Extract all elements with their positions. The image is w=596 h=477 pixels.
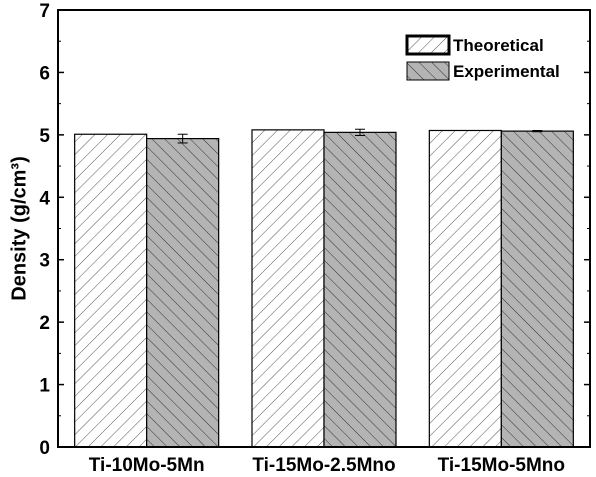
x-category-label: Ti-15Mo-2.5Mno bbox=[252, 455, 395, 476]
x-category-label: Ti-10Mo-5Mn bbox=[89, 455, 205, 476]
y-tick-label: 4 bbox=[39, 188, 50, 209]
y-tick-label: 5 bbox=[39, 126, 50, 147]
bar-experimental bbox=[146, 138, 220, 448]
y-axis-title: Density (g/cm³) bbox=[8, 156, 30, 300]
bar-theoretical bbox=[251, 129, 325, 448]
bar-theoretical bbox=[74, 133, 148, 448]
bar-experimental bbox=[500, 130, 574, 448]
legend-label-experimental: Experimental bbox=[453, 62, 560, 81]
x-category-label: Ti-15Mo-5Mno bbox=[438, 455, 565, 476]
y-tick-label: 7 bbox=[39, 1, 50, 22]
bar-theoretical bbox=[428, 129, 502, 448]
y-tick-label: 1 bbox=[39, 376, 50, 397]
y-tick-label: 2 bbox=[39, 313, 50, 334]
legend: Theoretical Experimental bbox=[405, 34, 560, 81]
legend-swatch-experimental bbox=[406, 61, 450, 81]
bar-experimental bbox=[323, 131, 397, 448]
legend-swatch-theoretical bbox=[405, 34, 451, 56]
y-tick-label: 3 bbox=[39, 251, 50, 272]
y-tick-label: 6 bbox=[39, 63, 50, 84]
bars-layer bbox=[74, 128, 574, 448]
legend-label-theoretical: Theoretical bbox=[453, 36, 544, 55]
y-tick-label: 0 bbox=[39, 438, 50, 459]
axis-layer: 0 1 2 3 4 5 6 7 Ti-10Mo-5Mn Ti-15Mo-2.5Mno Ti-15Mo… bbox=[39, 1, 590, 476]
